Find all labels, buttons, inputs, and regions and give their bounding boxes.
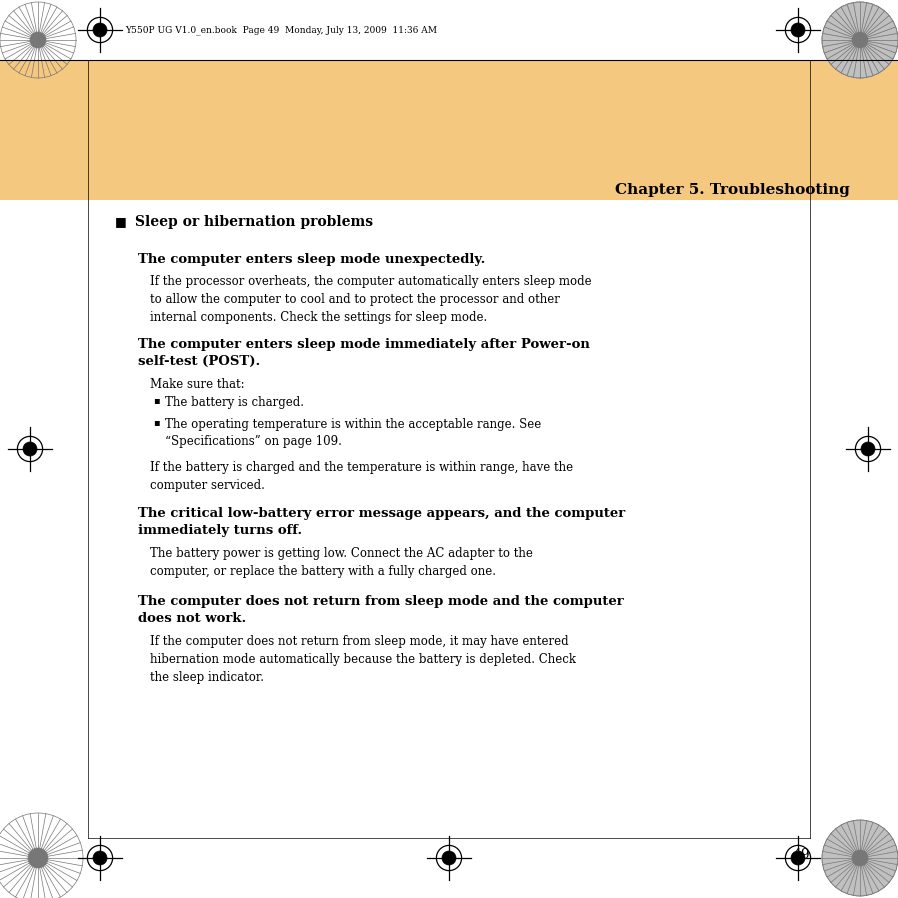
Text: The computer enters sleep mode immediately after Power-on
self-test (POST).: The computer enters sleep mode immediate… [138,338,590,368]
Text: 49: 49 [792,848,810,862]
Circle shape [791,851,805,865]
Circle shape [791,23,805,37]
Text: ▪: ▪ [153,418,160,427]
Text: If the battery is charged and the temperature is within range, have the
computer: If the battery is charged and the temper… [150,461,573,492]
Text: The battery power is getting low. Connect the AC adapter to the
computer, or rep: The battery power is getting low. Connec… [150,547,533,578]
Circle shape [93,851,107,865]
Text: If the computer does not return from sleep mode, it may have entered
hibernation: If the computer does not return from sle… [150,635,576,684]
Circle shape [822,820,898,896]
Circle shape [852,850,868,866]
Circle shape [852,32,868,48]
Text: ■: ■ [115,215,127,228]
Circle shape [822,2,898,78]
Text: The operating temperature is within the acceptable range. See
“Specifications” o: The operating temperature is within the … [165,418,541,448]
Circle shape [28,848,48,868]
Text: The battery is charged.: The battery is charged. [165,396,304,409]
Text: ▪: ▪ [153,396,160,405]
Text: Chapter 5. Troubleshooting: Chapter 5. Troubleshooting [615,183,850,197]
Text: Make sure that:: Make sure that: [150,378,244,391]
Text: The computer does not return from sleep mode and the computer
does not work.: The computer does not return from sleep … [138,595,624,625]
Circle shape [93,23,107,37]
Text: The critical low-battery error message appears, and the computer
immediately tur: The critical low-battery error message a… [138,507,625,537]
Circle shape [23,442,37,456]
Text: The computer enters sleep mode unexpectedly.: The computer enters sleep mode unexpecte… [138,253,486,266]
Circle shape [861,442,875,456]
Bar [0,60,898,200]
Text: Sleep or hibernation problems: Sleep or hibernation problems [135,215,374,229]
Circle shape [30,32,46,48]
Text: If the processor overheats, the computer automatically enters sleep mode
to allo: If the processor overheats, the computer… [150,275,592,324]
Text: Y550P UG V1.0_en.book  Page 49  Monday, July 13, 2009  11:36 AM: Y550P UG V1.0_en.book Page 49 Monday, Ju… [125,25,437,35]
Circle shape [442,851,456,865]
Circle shape [852,32,868,48]
